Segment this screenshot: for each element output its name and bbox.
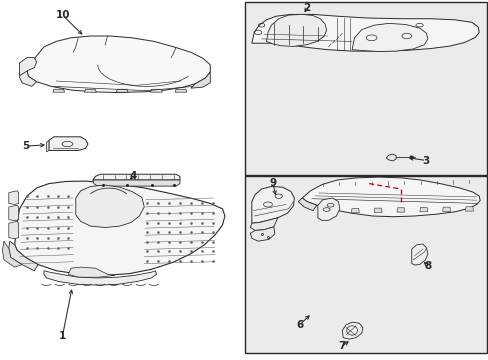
Text: 3: 3 [422, 156, 429, 166]
Text: 1: 1 [59, 330, 66, 341]
Text: 5: 5 [22, 141, 29, 151]
Polygon shape [9, 191, 19, 204]
Polygon shape [351, 23, 427, 51]
Polygon shape [419, 207, 427, 212]
Polygon shape [9, 205, 19, 221]
Text: 2: 2 [303, 3, 310, 13]
Polygon shape [266, 14, 326, 46]
Polygon shape [250, 227, 274, 241]
Polygon shape [53, 89, 64, 92]
Polygon shape [2, 241, 22, 267]
Polygon shape [9, 241, 38, 271]
Text: 8: 8 [424, 261, 430, 271]
Polygon shape [386, 154, 395, 161]
Polygon shape [298, 198, 316, 211]
Polygon shape [396, 208, 404, 212]
Polygon shape [68, 267, 115, 277]
Polygon shape [251, 14, 478, 51]
Polygon shape [44, 271, 156, 285]
Text: 9: 9 [269, 178, 276, 188]
Polygon shape [342, 322, 362, 339]
Polygon shape [465, 207, 472, 211]
Polygon shape [15, 181, 224, 275]
Polygon shape [351, 208, 359, 213]
Text: 6: 6 [296, 320, 303, 330]
Polygon shape [49, 137, 88, 150]
Bar [245, 2, 486, 175]
Polygon shape [411, 244, 427, 265]
Polygon shape [251, 186, 294, 223]
Polygon shape [20, 70, 37, 86]
Polygon shape [190, 72, 210, 88]
Polygon shape [84, 89, 96, 92]
Text: 4: 4 [129, 171, 137, 181]
Polygon shape [9, 221, 19, 239]
Polygon shape [302, 177, 479, 217]
Polygon shape [93, 174, 180, 180]
Polygon shape [442, 207, 449, 211]
Polygon shape [328, 209, 336, 213]
Polygon shape [46, 140, 49, 152]
Text: 10: 10 [55, 10, 70, 20]
Text: 7: 7 [338, 341, 346, 351]
Polygon shape [250, 218, 277, 230]
Polygon shape [116, 89, 128, 92]
Polygon shape [20, 58, 37, 76]
Bar [245, 176, 486, 353]
Polygon shape [150, 89, 162, 92]
Polygon shape [175, 89, 186, 92]
Polygon shape [317, 198, 339, 220]
Polygon shape [373, 208, 381, 212]
Polygon shape [27, 36, 210, 93]
Polygon shape [93, 180, 180, 186]
Polygon shape [76, 185, 144, 228]
